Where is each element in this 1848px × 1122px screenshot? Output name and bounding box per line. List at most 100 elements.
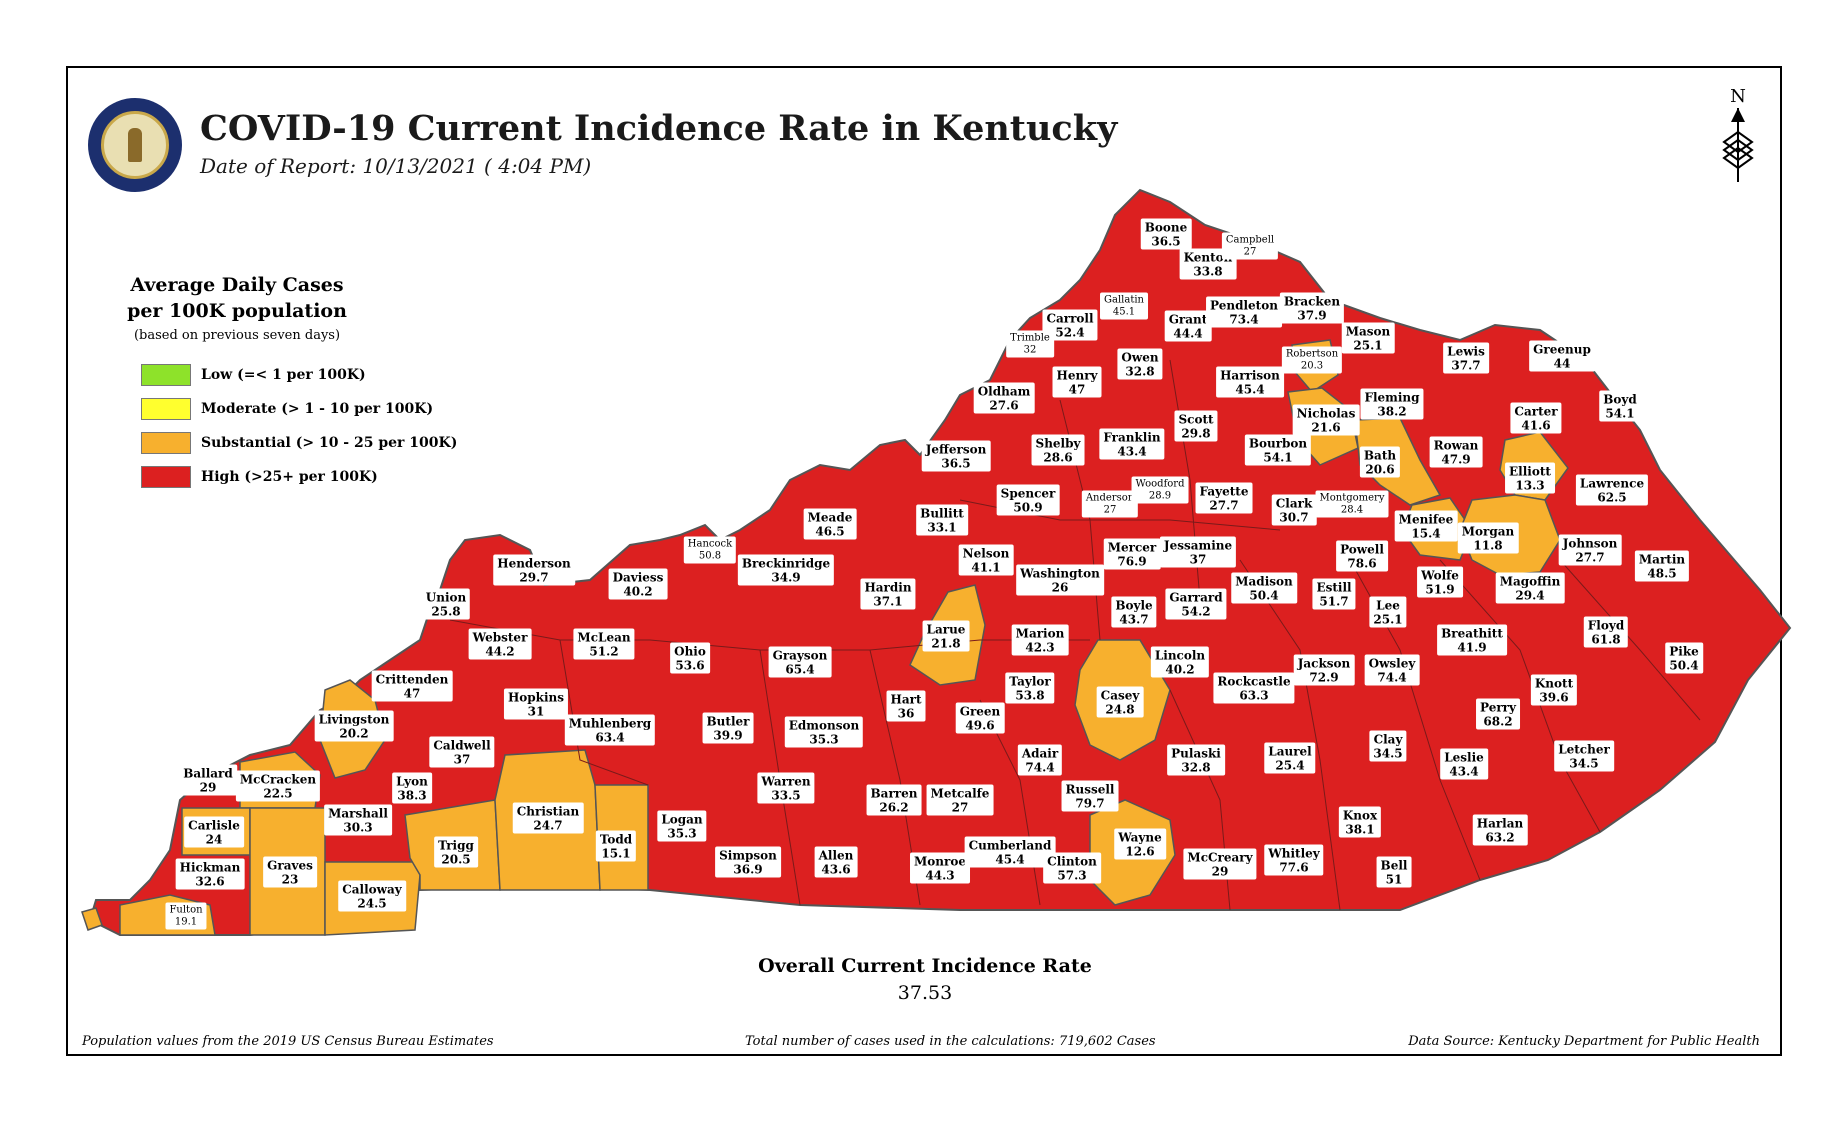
county-rate: 25.8	[431, 604, 461, 619]
county-label-johnson: Johnson 27.7	[1558, 534, 1622, 566]
county-label-woodford: Woodford 28.9	[1131, 476, 1189, 504]
county-name: Wolfe	[1421, 568, 1459, 583]
county-rate: 76.9	[1117, 554, 1147, 569]
county-label-pendleton: Pendleton 73.4	[1206, 296, 1282, 328]
county-name: Mercer	[1107, 540, 1157, 555]
county-name: Bath	[1363, 448, 1397, 463]
county-label-rockcastle: Rockcastle 63.3	[1213, 672, 1295, 704]
county-name: Grayson	[772, 648, 828, 663]
county-rate: 74.4	[1377, 670, 1407, 685]
footer-population-source: Population values from the 2019 US Censu…	[82, 1034, 494, 1049]
county-rate: 78.6	[1347, 556, 1377, 571]
county-name: Pendleton	[1210, 298, 1278, 313]
county-label-hardin: Hardin 37.1	[860, 578, 916, 610]
county-name: Whitley	[1268, 846, 1320, 861]
county-name: Lee	[1376, 598, 1400, 613]
county-name: Hancock	[687, 538, 733, 550]
county-label-livingston: Livingston 20.2	[314, 710, 394, 742]
county-label-russell: Russell 79.7	[1061, 780, 1119, 812]
county-label-montgomery: Montgomery 28.4	[1315, 490, 1389, 518]
county-label-mason: Mason 25.1	[1341, 322, 1395, 354]
county-label-washington: Washington 26	[1016, 564, 1104, 596]
county-rate: 23	[281, 872, 299, 887]
county-rate: 51.7	[1319, 594, 1349, 609]
county-label-letcher: Letcher 34.5	[1554, 740, 1614, 772]
county-rate: 27.6	[989, 398, 1019, 413]
county-rate: 61.8	[1591, 632, 1621, 647]
county-label-perry: Perry 68.2	[1476, 698, 1520, 730]
county-name: Washington	[1020, 566, 1100, 581]
county-rate: 26.2	[879, 800, 909, 815]
county-name: Elliott	[1509, 464, 1551, 479]
county-rate: 72.9	[1309, 670, 1339, 685]
county-label-wolfe: Wolfe 51.9	[1417, 566, 1463, 598]
county-rate: 22.5	[263, 786, 293, 801]
county-name: Adair	[1021, 746, 1059, 761]
report-date: Date of Report: 10/13/2021 ( 4:04 PM)	[200, 154, 592, 178]
county-rate: 50.4	[1249, 588, 1279, 603]
county-name: McLean	[577, 630, 631, 645]
county-rate: 38.3	[397, 788, 427, 803]
county-name: Warren	[761, 774, 811, 789]
county-name: Morgan	[1461, 524, 1515, 539]
county-label-allen: Allen 43.6	[814, 846, 858, 878]
county-rate: 77.6	[1279, 860, 1309, 875]
county-label-pike: Pike 50.4	[1665, 642, 1703, 674]
county-label-hart: Hart 36	[886, 690, 926, 722]
county-name: Taylor	[1009, 674, 1051, 689]
county-rate: 33.1	[927, 520, 957, 535]
overall-rate-title: Overall Current Incidence Rate	[758, 955, 1092, 977]
legend-swatch-substantial	[141, 432, 191, 454]
county-rate: 11.8	[1473, 538, 1503, 553]
county-rate: 48.5	[1647, 566, 1677, 581]
county-label-nicholas: Nicholas 21.6	[1292, 404, 1360, 436]
county-rate: 15.4	[1411, 526, 1441, 541]
county-label-jessamine: Jessamine 37	[1159, 536, 1237, 568]
county-label-trigg: Trigg 20.5	[434, 836, 478, 868]
county-label-floyd: Floyd 61.8	[1583, 616, 1629, 648]
legend-label-low: Low (=< 1 per 100K)	[201, 367, 366, 383]
county-name: Kenton	[1183, 250, 1233, 265]
county-rate: 46.5	[815, 524, 845, 539]
county-rate: 47	[403, 686, 421, 701]
county-label-casey: Casey 24.8	[1096, 686, 1144, 718]
county-label-harrison: Harrison 45.4	[1216, 366, 1284, 398]
county-rate: 41.6	[1521, 418, 1551, 433]
county-name: Laurel	[1268, 744, 1312, 759]
county-label-grant: Grant 44.4	[1164, 310, 1212, 342]
county-rate: 21.8	[931, 636, 961, 651]
county-rate: 50.9	[1013, 500, 1043, 515]
county-name: Calloway	[342, 882, 402, 897]
county-name: Harlan	[1476, 816, 1524, 831]
county-name: Bell	[1380, 858, 1408, 873]
county-rate: 45.4	[1235, 382, 1265, 397]
county-label-cumberland: Cumberland 45.4	[964, 836, 1056, 868]
county-name: Spencer	[1000, 486, 1056, 501]
county-name: Breathitt	[1441, 626, 1503, 641]
county-name: Montgomery	[1319, 492, 1385, 504]
county-name: Butler	[706, 714, 750, 729]
county-rate: 51.2	[589, 644, 619, 659]
county-rate: 31	[527, 704, 545, 719]
county-rate: 32	[1023, 344, 1037, 356]
county-name: Jessamine	[1163, 538, 1233, 553]
county-name: Clark	[1275, 496, 1313, 511]
county-name: Caldwell	[433, 738, 491, 753]
county-label-adair: Adair 74.4	[1017, 744, 1063, 776]
county-label-webster: Webster 44.2	[468, 628, 532, 660]
county-label-lyon: Lyon 38.3	[392, 772, 432, 804]
county-name: Marion	[1015, 626, 1065, 641]
county-name: Rowan	[1433, 438, 1479, 453]
county-label-christian: Christian 24.7	[512, 802, 584, 834]
county-name: Union	[425, 590, 467, 605]
county-label-larue: Larue 21.8	[922, 620, 970, 652]
county-name: Meade	[807, 510, 853, 525]
county-label-marshall: Marshall 30.3	[324, 804, 392, 836]
county-name: Clay	[1373, 732, 1403, 747]
county-name: Cumberland	[968, 838, 1052, 853]
kentucky-county-map	[81, 188, 1792, 936]
county-label-robertson: Robertson 20.3	[1281, 346, 1343, 374]
county-name: Webster	[472, 630, 528, 645]
county-label-edmonson: Edmonson 35.3	[784, 716, 864, 748]
county-name: Carter	[1514, 404, 1558, 419]
